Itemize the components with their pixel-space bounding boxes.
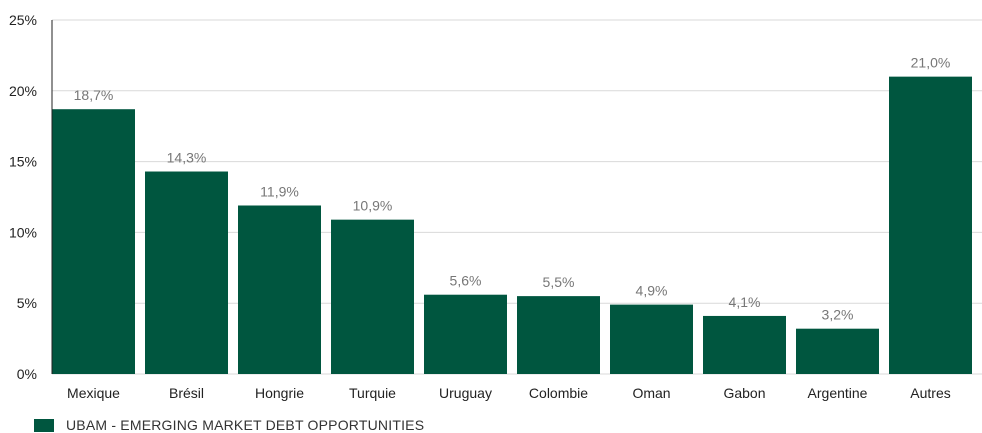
bar [703,315,786,374]
data-label: 21,0% [911,55,951,71]
x-tick-label: Uruguay [439,385,492,401]
bar [424,294,507,374]
data-label: 5,5% [543,274,575,290]
bar [517,296,600,374]
x-tick-label: Brésil [169,385,204,401]
data-labels: 18,7% 14,3% 11,9% 10,9% 5,6% 5,5% 4,9% 4,1% 3,2%… [74,55,951,323]
y-tick-label: 5% [17,295,37,311]
data-label: 5,6% [450,273,482,289]
x-tick-label: Oman [632,385,670,401]
data-label: 10,9% [353,198,393,214]
bar [796,328,879,374]
data-label: 3,2% [822,307,854,323]
bar [145,171,228,374]
legend: UBAM - EMERGING MARKET DEBT OPPORTUNITIE… [34,417,424,433]
x-tick-label: Autres [910,385,950,401]
bar [610,304,693,374]
data-label: 11,9% [260,183,299,199]
data-label: 4,1% [729,294,761,310]
bar [238,205,321,374]
y-tick-label: 20% [9,83,37,99]
legend-swatch [34,418,54,432]
data-label: 14,3% [167,150,207,166]
data-label: 18,7% [74,87,114,103]
bars [52,76,972,374]
data-label: 4,9% [636,283,668,299]
x-axis-labels: Mexique Brésil Hongrie Turquie Uruguay Colomb… [67,385,951,401]
y-tick-label: 0% [17,366,37,382]
x-tick-label: Turquie [349,385,396,401]
x-tick-label: Colombie [529,385,588,401]
x-tick-label: Hongrie [255,385,304,401]
y-axis-labels: 0% 5% 10% 15% 20% 25% [9,12,37,382]
y-tick-label: 15% [9,154,37,170]
legend-label: UBAM - EMERGING MARKET DEBT OPPORTUNITIE… [66,417,425,433]
bar [52,109,135,374]
y-tick-label: 25% [9,12,37,28]
x-tick-label: Mexique [67,385,120,401]
bar [331,219,414,374]
bar [889,76,972,374]
y-tick-label: 10% [9,224,37,240]
x-tick-label: Argentine [808,385,868,401]
x-tick-label: Gabon [723,385,765,401]
